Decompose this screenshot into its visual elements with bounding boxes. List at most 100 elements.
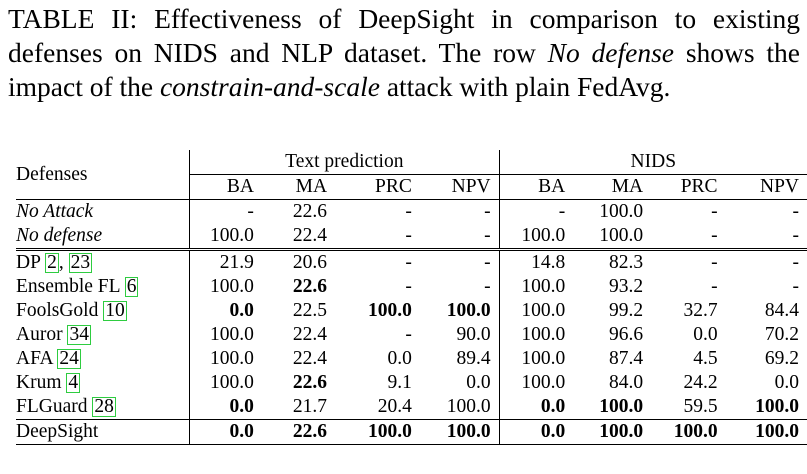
cell: 0.0: [387, 348, 412, 369]
citation-link[interactable]: 4: [66, 372, 81, 393]
table-row: DP 2, 23 21.9 20.6 - - 14.8 82.3 - -: [16, 248, 807, 275]
cell: 9.1: [387, 372, 412, 393]
cell: 21.7: [292, 396, 328, 417]
cell: 69.2: [764, 348, 799, 369]
cell: 32.7: [683, 300, 718, 321]
citation-link[interactable]: 34: [67, 324, 91, 345]
cell: 100.0: [446, 396, 491, 417]
cell: -: [484, 225, 491, 246]
cell: -: [189, 199, 262, 224]
caption-text-3: shows the impact of the: [8, 37, 800, 102]
row-label: Krum 4: [16, 371, 190, 395]
defense-name: DP: [16, 252, 41, 273]
cell: 4.5: [693, 348, 718, 369]
cell: 100.0: [446, 300, 491, 321]
cell: 89.4: [456, 348, 491, 369]
cell: -: [405, 276, 412, 297]
cell: 99.2: [608, 300, 644, 321]
cell: 70.2: [764, 324, 799, 345]
cell: 100.0: [498, 299, 574, 323]
cell: -: [651, 199, 726, 224]
defense-name: FLGuard: [16, 396, 88, 417]
cell: 100.0: [599, 225, 644, 246]
table-row: FLGuard 28 0.0 21.7 20.4 100.0 0.0 100.0…: [16, 395, 807, 420]
cell: 82.3: [573, 248, 652, 275]
table-caption: TABLE II: Effectiveness of DeepSight in …: [8, 2, 800, 104]
table-row: Auror 34 100.0 22.4 - 90.0 100.0 96.6 0.…: [16, 323, 807, 347]
cell: 100.0: [573, 199, 652, 224]
cell: 0.0: [466, 372, 491, 393]
subheader-cell: NPV: [725, 174, 807, 200]
cell: 100.0: [189, 275, 262, 299]
cell: 100.0: [189, 224, 262, 250]
cell: -: [405, 324, 412, 345]
table-row: No Attack - 22.6 - - - 100.0 - -: [16, 199, 807, 224]
header-sub-row: BA MA PRC NPV BA MA PRC NPV: [16, 174, 807, 200]
cell: -: [335, 248, 420, 275]
cell: 22.6: [292, 372, 328, 393]
cell: 87.4: [608, 348, 644, 369]
cell: 100.0: [498, 347, 574, 371]
row-label: AFA 24: [16, 347, 190, 371]
cell: 21.9: [189, 248, 262, 275]
subheader-cell: MA: [573, 174, 652, 200]
cell: 22.6: [292, 276, 328, 297]
subheader-cell: PRC: [651, 174, 726, 200]
cell: 100.0: [498, 224, 574, 250]
cell: 59.5: [683, 396, 718, 417]
cell: 22.4: [292, 324, 328, 345]
table-row: AFA 24 100.0 22.4 0.0 89.4 100.0 87.4 4.…: [16, 347, 807, 371]
cell: 84.4: [764, 300, 799, 321]
citation-link[interactable]: 6: [124, 276, 139, 297]
subheader-cell: BA: [498, 174, 574, 200]
cell: 100.0: [189, 371, 262, 395]
row-label: FoolsGold 10: [16, 299, 190, 323]
row-label: Auror 34: [16, 323, 190, 347]
cell: 84.0: [608, 372, 644, 393]
caption-text-2: No defense: [547, 37, 675, 68]
group-header-text-prediction: Text prediction: [189, 150, 500, 175]
cell: 0.0: [774, 372, 799, 393]
cell: 22.6: [261, 419, 336, 445]
subheader-cell: NPV: [419, 174, 500, 200]
cell: -: [335, 199, 420, 224]
caption-label: TABLE II:: [8, 3, 138, 34]
cell: 24.2: [683, 372, 718, 393]
citation-link[interactable]: 23: [68, 252, 93, 273]
cell: 0.0: [189, 395, 262, 420]
defense-name: Ensemble FL: [16, 276, 120, 297]
citation-link[interactable]: 28: [92, 396, 116, 417]
cell: 100.0: [498, 371, 574, 395]
cell: 0.0: [189, 419, 262, 445]
caption-text-5: attack with plain FedAvg.: [379, 71, 671, 102]
cell: 22.4: [292, 225, 328, 246]
cell: 100.0: [599, 396, 644, 417]
cell: 100.0: [651, 419, 726, 445]
cell: -: [651, 248, 726, 275]
cell: 100.0: [189, 323, 262, 347]
cell: 100.0: [755, 396, 799, 417]
cell: -: [419, 199, 500, 224]
citation-link[interactable]: 2: [45, 252, 59, 273]
cell: 90.0: [456, 324, 491, 345]
citation-link[interactable]: 24: [57, 348, 81, 369]
caption-text-4: constrain-and-scale: [159, 71, 380, 102]
cell: 20.6: [261, 248, 336, 275]
cell: 100.0: [498, 275, 574, 299]
row-label: FLGuard 28: [16, 395, 190, 420]
cell: -: [725, 199, 807, 224]
subheader-cell: BA: [189, 174, 262, 200]
citation-link[interactable]: 10: [103, 300, 127, 321]
defense-name: FoolsGold: [16, 300, 99, 321]
caption-text-1: Effectiveness of DeepSight in comparison…: [8, 3, 800, 68]
cell: 100.0: [367, 300, 412, 321]
cell: 22.5: [292, 300, 328, 321]
defense-name: Auror: [16, 324, 63, 345]
cell: 100.0: [419, 419, 500, 445]
table-row: DeepSight 0.0 22.6 100.0 100.0 0.0 100.0…: [16, 419, 807, 445]
cell: 22.4: [292, 348, 328, 369]
cell: 96.6: [608, 324, 644, 345]
cell: 0.0: [498, 419, 574, 445]
cell: 20.4: [377, 396, 412, 417]
cell: 22.6: [261, 199, 336, 224]
